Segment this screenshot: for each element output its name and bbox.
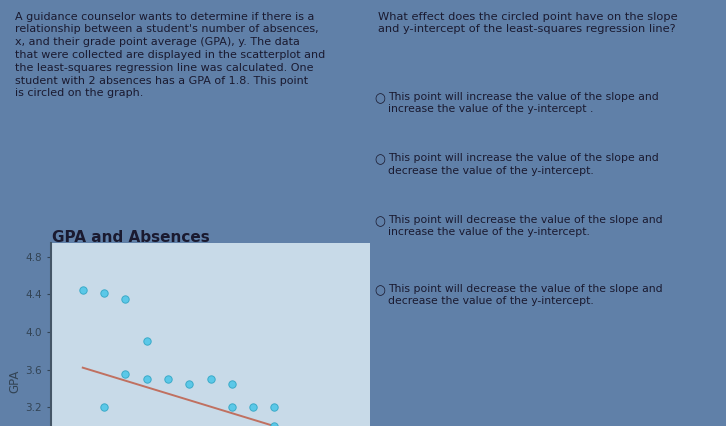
Point	[248, 404, 259, 411]
Text: What effect does the circled point have on the slope
and y-intercept of the leas: What effect does the circled point have …	[378, 12, 677, 34]
Text: ○: ○	[374, 215, 385, 228]
Point	[226, 404, 237, 411]
Point	[120, 296, 131, 302]
Text: ○: ○	[374, 153, 385, 167]
Point	[120, 371, 131, 377]
Text: A guidance counselor wants to determine if there is a
relationship between a stu: A guidance counselor wants to determine …	[15, 12, 325, 98]
Point	[141, 375, 152, 382]
Text: ○: ○	[374, 92, 385, 105]
Text: This point will increase the value of the slope and
increase the value of the y-: This point will increase the value of th…	[388, 92, 659, 115]
Point	[184, 380, 195, 387]
Point	[226, 380, 237, 387]
Point	[205, 375, 216, 382]
Text: GPA and Absences: GPA and Absences	[52, 230, 210, 245]
Point	[98, 289, 110, 296]
Point	[141, 338, 152, 345]
Point	[98, 404, 110, 411]
Text: This point will decrease the value of the slope and
decrease the value of the y-: This point will decrease the value of th…	[388, 284, 663, 306]
Point	[269, 404, 280, 411]
Point	[162, 375, 174, 382]
Point	[77, 286, 89, 293]
Y-axis label: GPA: GPA	[8, 370, 21, 393]
Text: This point will decrease the value of the slope and
increase the value of the y-: This point will decrease the value of th…	[388, 215, 663, 237]
Text: This point will increase the value of the slope and
decrease the value of the y-: This point will increase the value of th…	[388, 153, 659, 176]
Point	[269, 423, 280, 426]
Text: ○: ○	[374, 284, 385, 297]
